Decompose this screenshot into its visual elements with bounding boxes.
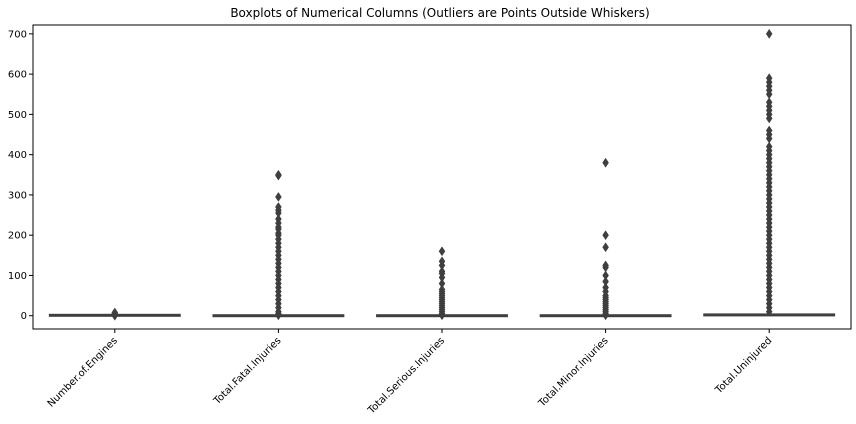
- box-2: [212, 169, 345, 321]
- x-category-label: Total.Fatal.Injuries: [211, 335, 283, 407]
- box-4: [539, 157, 672, 321]
- y-tick-label: 200: [8, 231, 27, 242]
- box-3: [376, 246, 508, 321]
- y-axis: 0 100 200 300 400 500 600 700: [8, 29, 33, 322]
- outlier-point: [438, 284, 446, 295]
- outlier-point: [765, 141, 773, 152]
- x-category-label: Number.of.Engines: [46, 335, 120, 409]
- outlier-point: [765, 28, 773, 39]
- outlier-point: [602, 260, 609, 271]
- outlier-point: [602, 230, 609, 241]
- chart-title: Boxplots of Numerical Columns (Outliers …: [230, 6, 649, 20]
- outlier-point: [275, 191, 282, 202]
- y-tick-label: 300: [8, 190, 27, 201]
- outlier-point: [275, 214, 282, 225]
- x-axis: Number.of.Engines Total.Fatal.Injuries Tot…: [46, 329, 774, 417]
- outlier-point: [602, 270, 609, 281]
- outlier-point: [602, 282, 609, 293]
- y-tick-label: 100: [8, 271, 27, 282]
- outlier-point: [765, 97, 773, 108]
- outlier-point: [438, 266, 446, 277]
- y-tick-label: 0: [21, 311, 27, 322]
- x-category-label: Total.Minor.Injuries: [536, 335, 611, 410]
- outlier-point: [111, 307, 119, 318]
- x-category-label: Total.Uninjured: [713, 335, 774, 396]
- outlier-point: [438, 278, 446, 289]
- y-tick-label: 500: [8, 110, 27, 121]
- y-tick-label: 600: [8, 70, 27, 81]
- outlier-point: [275, 202, 282, 212]
- box-5: [703, 28, 836, 317]
- y-tick-label: 400: [8, 150, 27, 161]
- x-category-label: Total.Serious.Injuries: [365, 335, 447, 417]
- outlier-point: [765, 125, 773, 136]
- outlier-point: [765, 73, 773, 84]
- box-group: [48, 28, 836, 321]
- box-1: [48, 307, 181, 321]
- outlier-point: [602, 157, 609, 168]
- outlier-point: [438, 246, 446, 257]
- outlier-point: [438, 256, 446, 267]
- outlier-point: [602, 242, 609, 253]
- outlier-point: [275, 169, 282, 180]
- outlier-point: [602, 276, 609, 287]
- y-tick-label: 700: [8, 29, 27, 40]
